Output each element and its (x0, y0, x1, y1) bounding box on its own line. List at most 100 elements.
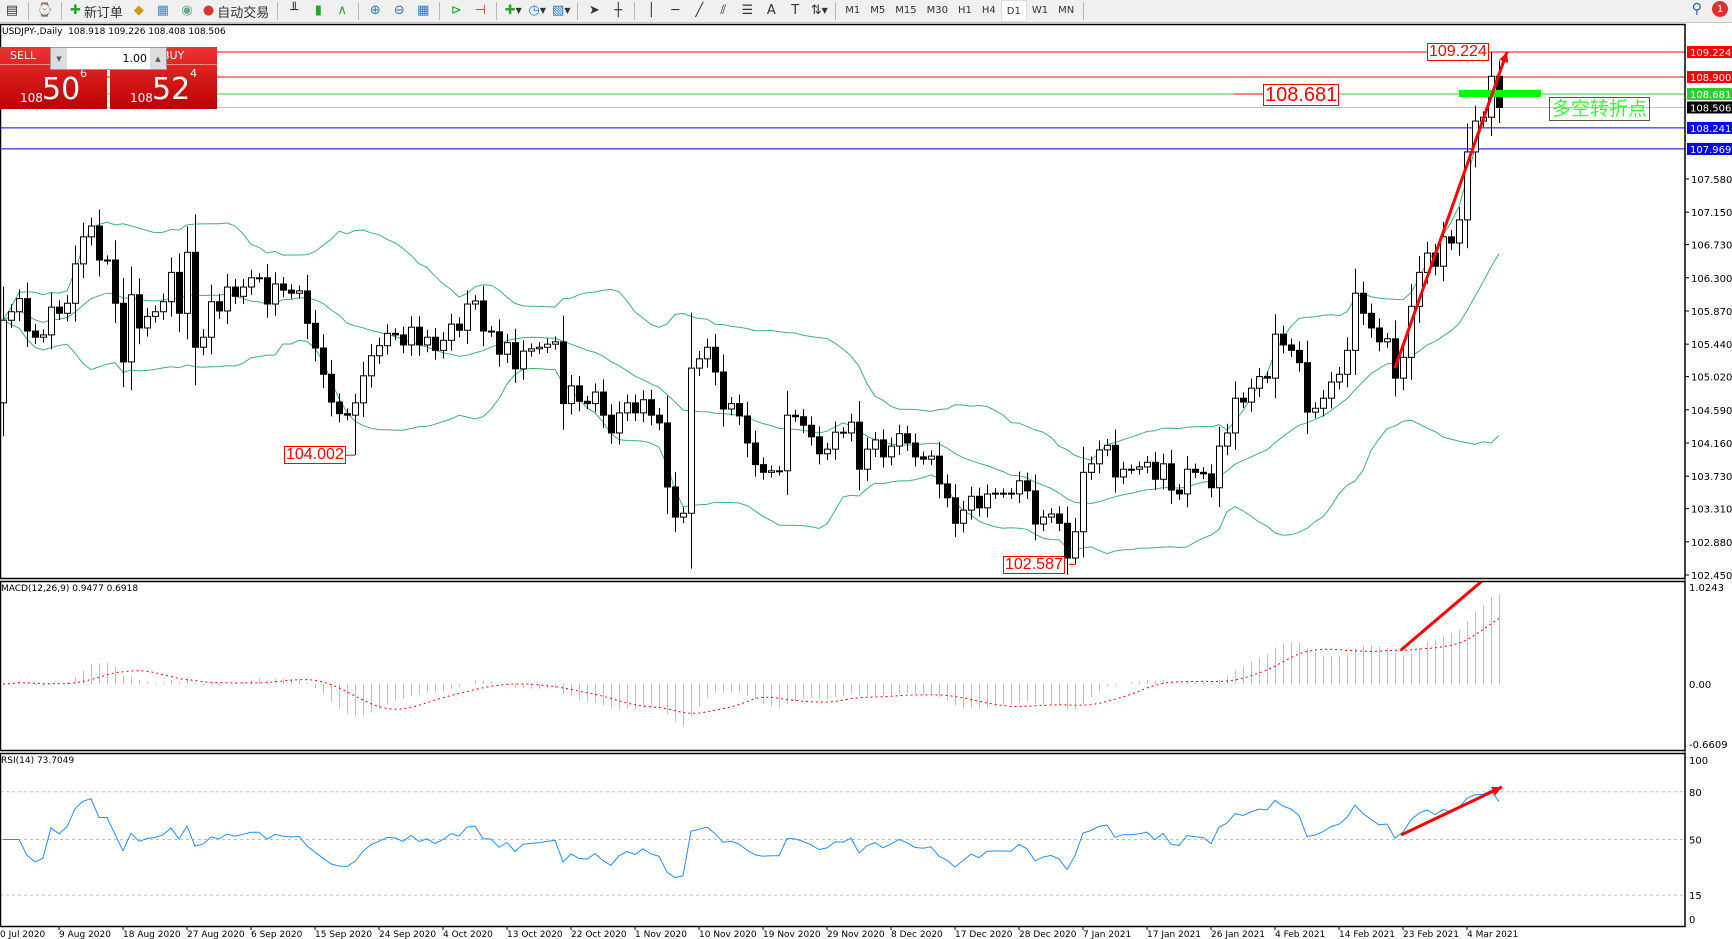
candle-body (1080, 471, 1087, 533)
profiles-button[interactable]: ⌚ (34, 1, 56, 21)
crosshair-button[interactable]: ┼ (607, 1, 629, 21)
candle (744, 401, 751, 458)
terminal-button[interactable]: ▦ (152, 1, 174, 21)
new-chart-button[interactable]: ▤ (1, 1, 23, 21)
autoscroll-button[interactable]: ⊳ (445, 1, 467, 21)
candle (224, 274, 231, 324)
candle-body (592, 391, 599, 405)
macd-arrow-head (1491, 564, 1502, 574)
sell-button[interactable]: SELL 108 50 6 (0, 47, 107, 109)
date-label: 9 Aug 2020 (59, 930, 111, 939)
lot-increase-button[interactable]: ▲ (150, 48, 166, 69)
search-icon[interactable]: ⚲ (1691, 1, 1702, 17)
date-label: 7 Jan 2021 (1083, 930, 1131, 939)
high-price-annotation[interactable]: 109.224 (1427, 43, 1489, 61)
candle-body (40, 334, 47, 338)
pivot-price-annotation[interactable]: 108.681 (1263, 84, 1340, 106)
zoom-in-button[interactable]: ⊕ (364, 1, 386, 21)
low-price-annotation[interactable]: 104.002 (284, 446, 346, 464)
text-label-button[interactable]: T (784, 1, 806, 21)
periods-button[interactable]: ◷ ▼ (526, 1, 548, 21)
toolbar-separator (496, 2, 498, 20)
cursor-button[interactable]: ➤ (583, 1, 605, 21)
timeframe-m5[interactable]: M5 (870, 4, 886, 16)
candle-body (1184, 468, 1191, 495)
candle-body (32, 330, 39, 338)
trendline-button[interactable]: ╱ (688, 1, 710, 21)
candle-body (1240, 397, 1247, 403)
sell-price-big: 108 (20, 91, 43, 105)
candle-body (1376, 327, 1383, 343)
candle (288, 284, 295, 299)
candle-body (888, 445, 895, 458)
equidistant-channel-button[interactable]: ⫽ (712, 1, 734, 21)
candle-body (56, 306, 63, 314)
new-order-icon: ✚ (70, 3, 81, 18)
rsi-arrow (1400, 785, 1503, 837)
candle-body (752, 442, 759, 466)
tile-windows-button[interactable]: ▦ (412, 1, 434, 21)
fibonacci-button[interactable]: ☰ (736, 1, 758, 21)
indicators-button[interactable]: ✚ ▼ (502, 1, 524, 21)
bar-chart-icon: ╨ (290, 3, 299, 18)
candle (968, 486, 975, 520)
price-tick-label: 104.590 (1691, 406, 1732, 417)
candlestick-button[interactable]: ▮ (307, 1, 329, 21)
arrows-button[interactable]: ⇅ ▼ (808, 1, 830, 21)
date-label: 22 Oct 2020 (571, 930, 627, 939)
timeframe-h1[interactable]: H1 (958, 4, 972, 16)
timeframe-m15[interactable]: M15 (895, 4, 917, 16)
vertical-line-button[interactable]: │ (640, 1, 662, 21)
candle (1320, 390, 1327, 417)
candle-body (1224, 432, 1231, 447)
candle (1136, 461, 1143, 475)
timeframe-d1[interactable]: D1 (1000, 0, 1027, 22)
templates-button[interactable]: ▧ ▼ (550, 1, 572, 21)
chart-shift-button[interactable]: ⊣ (469, 1, 491, 21)
timeframe-w1[interactable]: W1 (1031, 4, 1049, 16)
low-price-annotation[interactable]: 102.587 (1003, 556, 1065, 574)
timeframe-h4[interactable]: H4 (981, 4, 996, 16)
timeframe-m1[interactable]: M1 (845, 4, 861, 16)
date-label: 23 Feb 2021 (1403, 930, 1459, 939)
candle (552, 336, 559, 350)
lot-size-input[interactable] (67, 48, 150, 69)
new-order-button[interactable]: ✚ 新订单 (67, 1, 126, 21)
candle (856, 401, 863, 491)
sell-price-pip: 6 (80, 67, 87, 80)
timeframe-m30[interactable]: M30 (926, 4, 948, 16)
bar-chart-button[interactable]: ╨ (283, 1, 305, 21)
text-button[interactable]: A (760, 1, 782, 21)
line-chart-button[interactable]: ∧ (331, 1, 353, 21)
candle (184, 226, 191, 340)
macd-arrow (1400, 581, 1485, 652)
signals-button[interactable]: ◉ (176, 1, 198, 21)
auto-trading-button[interactable]: ● 自动交易 (200, 1, 272, 21)
candle-body (1200, 471, 1207, 475)
candle (248, 269, 255, 295)
candle-body (896, 433, 903, 447)
candle (1104, 439, 1111, 457)
candle-body (168, 271, 175, 303)
candle-body (80, 236, 87, 265)
candle-body (200, 336, 207, 348)
lot-decrease-button[interactable]: ▼ (51, 48, 67, 69)
timeframe-mn[interactable]: MN (1058, 4, 1075, 16)
candle-body (160, 301, 167, 313)
horizontal-line-button[interactable]: ─ (664, 1, 686, 21)
price-tick-label: 105.020 (1691, 373, 1732, 384)
notification-badge[interactable]: 1 (1712, 1, 1728, 17)
candle (112, 240, 119, 324)
dropdown-arrow-icon: ▼ (515, 6, 522, 15)
zoom-out-button[interactable]: ⊖ (388, 1, 410, 21)
candle (928, 450, 935, 465)
candle (1208, 464, 1215, 498)
pivot-text-annotation[interactable]: 多空转折点 (1549, 97, 1651, 121)
metaeditor-button[interactable]: ◆ (128, 1, 150, 21)
candle-body (384, 332, 391, 347)
candle-body (512, 342, 519, 370)
trend-arrow-head (1499, 52, 1509, 63)
date-label: 24 Sep 2020 (379, 930, 436, 939)
candle (120, 278, 127, 388)
